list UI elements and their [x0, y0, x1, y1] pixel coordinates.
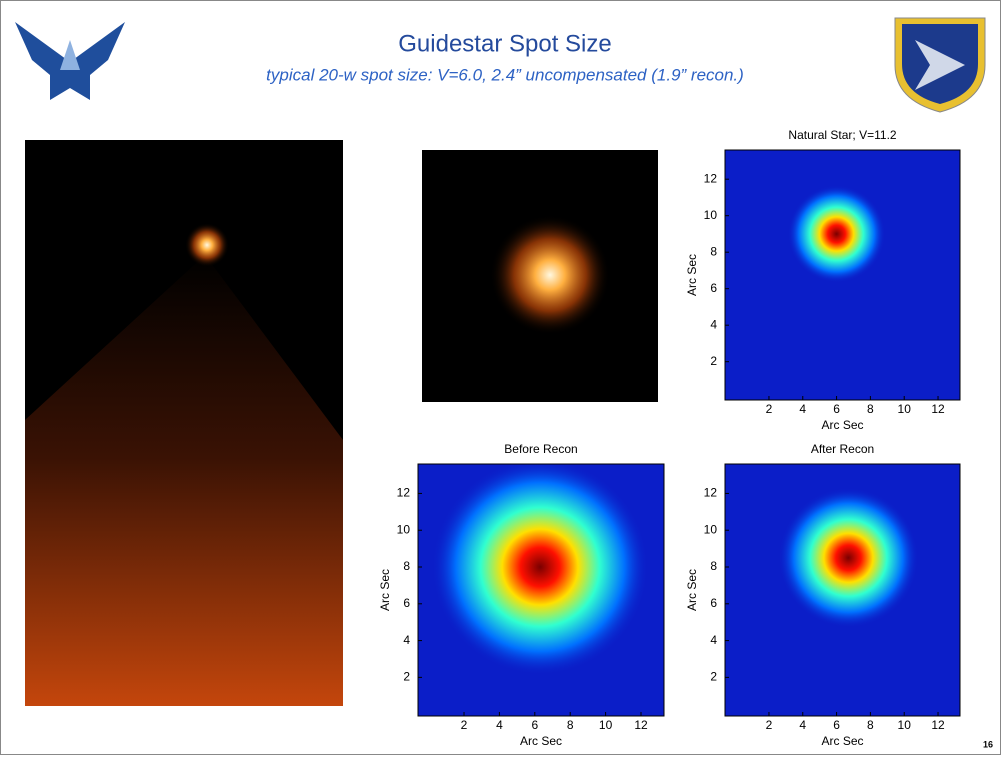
y-tick-label: 4	[710, 633, 717, 647]
y-axis-label: Arc Sec	[685, 569, 699, 611]
x-tick-label: 6	[833, 718, 840, 732]
x-tick-label: 8	[867, 402, 874, 416]
y-tick-label: 12	[397, 486, 411, 500]
y-tick-label: 2	[710, 354, 717, 368]
guidestar-photo	[422, 150, 658, 402]
y-tick-label: 2	[403, 670, 410, 684]
plot-title: After Recon	[811, 442, 874, 456]
x-tick-label: 8	[567, 718, 574, 732]
x-tick-label: 4	[799, 402, 806, 416]
plot-frame	[417, 463, 665, 717]
plot-title: Before Recon	[504, 442, 577, 456]
y-tick-label: 12	[704, 171, 718, 185]
x-tick-label: 6	[833, 402, 840, 416]
heatmap-plot: After Recon 2 4 6 8 10 12 2 4 6 8 10 12 Arc Sec Arc Se…	[685, 442, 961, 748]
y-tick-label: 4	[710, 317, 717, 331]
x-tick-label: 6	[531, 718, 538, 732]
air-force-logo	[15, 22, 125, 100]
x-tick-label: 12	[931, 402, 945, 416]
y-tick-label: 8	[403, 559, 410, 573]
y-tick-label: 8	[710, 559, 717, 573]
slide-subtitle: typical 20-w spot size: V=6.0, 2.4” unco…	[266, 65, 744, 84]
y-tick-label: 4	[403, 633, 410, 647]
y-tick-label: 10	[397, 522, 411, 536]
x-tick-label: 10	[898, 402, 912, 416]
x-tick-label: 4	[496, 718, 503, 732]
x-tick-label: 12	[634, 718, 648, 732]
y-axis-label: Arc Sec	[685, 254, 699, 296]
plot-frame	[724, 149, 961, 401]
x-axis-label: Arc Sec	[821, 734, 863, 748]
plot-frame	[724, 463, 961, 717]
laser-beam-photo	[25, 140, 343, 706]
y-tick-label: 12	[704, 486, 718, 500]
x-tick-label: 10	[599, 718, 613, 732]
page-number: 16	[983, 739, 993, 749]
y-tick-label: 6	[403, 596, 410, 610]
y-tick-label: 6	[710, 596, 717, 610]
heatmap-plot: Before Recon 2 4 6 8 10 12 2 4 6 8 10 12 Arc Sec Arc S…	[378, 442, 665, 748]
spot	[431, 464, 649, 676]
plot-title: Natural Star; V=11.2	[788, 128, 896, 142]
x-tick-label: 2	[766, 718, 773, 732]
y-tick-label: 10	[704, 208, 718, 222]
x-tick-label: 2	[461, 718, 468, 732]
y-axis-label: Arc Sec	[378, 569, 392, 611]
afrl-shield	[894, 17, 986, 113]
x-tick-label: 12	[931, 718, 945, 732]
y-tick-label: 2	[710, 670, 717, 684]
y-tick-label: 10	[704, 522, 718, 536]
x-axis-label: Arc Sec	[821, 418, 863, 432]
x-axis-label: Arc Sec	[520, 734, 562, 748]
x-tick-label: 10	[898, 718, 912, 732]
spot	[787, 185, 886, 283]
x-tick-label: 8	[867, 718, 874, 732]
x-tick-label: 4	[799, 718, 806, 732]
y-tick-label: 8	[710, 244, 717, 258]
slide-title: Guidestar Spot Size	[398, 30, 611, 57]
spot	[778, 487, 919, 628]
heatmap-plot: Natural Star; V=11.2 2 4 6 8 10 12 2 4 6 8 10 12 Arc …	[685, 128, 961, 432]
y-tick-label: 6	[710, 281, 717, 295]
x-tick-label: 2	[766, 402, 773, 416]
